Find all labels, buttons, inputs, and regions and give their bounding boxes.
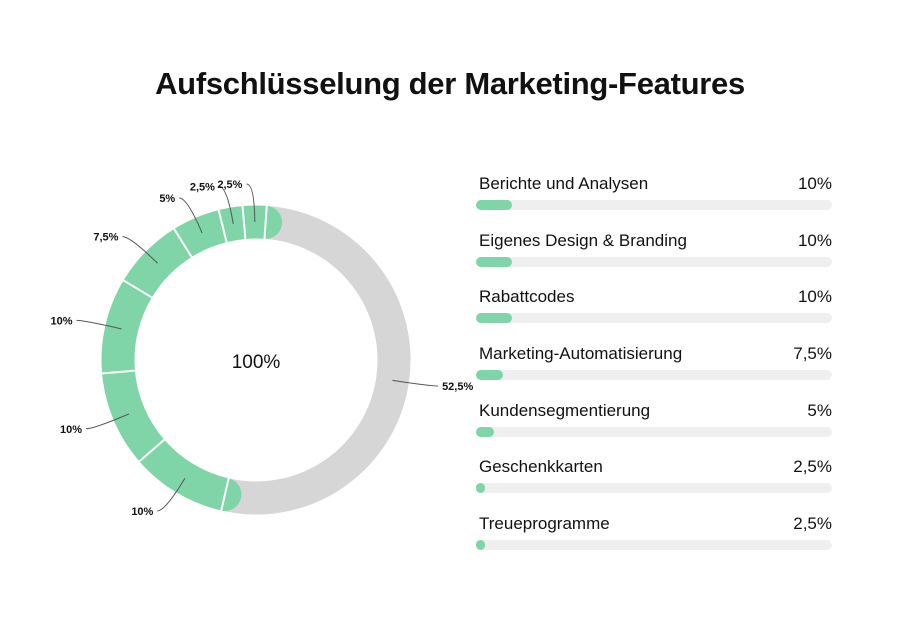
donut-slice-1 (208, 205, 411, 515)
donut-slice-label-3: 10% (60, 424, 82, 436)
donut-slice-label-5: 7,5% (93, 232, 118, 244)
bar-track (476, 483, 832, 494)
donut-separator-8 (241, 205, 247, 241)
donut-slice-label-4: 10% (50, 315, 72, 327)
bar-label: Berichte und Analysen (479, 174, 649, 193)
donut-leader-3 (85, 413, 130, 430)
bar-row-7: Treueprogramme 2,5% (476, 514, 832, 571)
donut-center-label: 100% (232, 352, 281, 373)
bar-value-label: 2,5% (793, 457, 832, 477)
bar-track (476, 540, 832, 551)
donut-separator-2 (220, 477, 230, 512)
donut-leader-2 (157, 478, 186, 512)
donut-separator-7 (217, 208, 228, 244)
bar-fill (476, 370, 503, 381)
bar-track (476, 256, 832, 267)
chart-title: Aufschlüsselung der Marketing-Features (155, 66, 745, 101)
donut-slice-label-6: 5% (159, 193, 175, 205)
bar-value-label: 10% (797, 287, 832, 307)
bar-label: Eigenes Design & Branding (479, 230, 687, 250)
bar-fill (476, 200, 512, 210)
donut-leader-1 (392, 379, 439, 387)
bar-label: Treueprogramme (479, 514, 610, 534)
bar-label: Rabattcodes (479, 287, 575, 307)
donut-slice-label-2: 10% (131, 506, 153, 518)
bar-track (476, 426, 832, 437)
bar-track (476, 370, 832, 381)
bar-track (476, 313, 832, 324)
bar-value-label: 10% (797, 230, 832, 250)
bar-value-label: 7,5% (793, 344, 832, 364)
bar-label: Kundensegmentierung (479, 400, 651, 420)
bar-row-4: Marketing-Automatisierung 7,5% (476, 344, 832, 401)
donut-separator-6 (172, 227, 193, 259)
bar-fill (476, 426, 494, 437)
donut-leader-7 (218, 185, 234, 224)
bar-track (476, 200, 832, 210)
feature-bar-list: Berichte und Analysen 10% Eigenes Design &… (476, 174, 832, 571)
bar-row-1: Berichte und Analysen 10% (476, 174, 832, 231)
donut-separator-1 (263, 204, 268, 240)
donut-leader-6 (179, 197, 203, 234)
bar-value-label: 5% (807, 400, 832, 420)
bar-fill (476, 313, 512, 324)
donut-leader-5 (122, 236, 158, 264)
donut-slice-label-8: 2,5% (217, 179, 242, 191)
bar-row-6: Geschenkkarten 2,5% (476, 457, 832, 514)
bar-value-label: 2,5% (793, 514, 832, 534)
donut-separator-4 (101, 369, 137, 375)
donut-separator-3 (137, 438, 166, 463)
donut-slice-label-7: 2,5% (190, 181, 215, 193)
bar-label: Marketing-Automatisierung (479, 344, 683, 364)
bar-row-5: Kundensegmentierung 5% (476, 401, 832, 458)
bar-fill (476, 540, 485, 551)
bar-fill (476, 256, 512, 267)
donut-leader-4 (76, 319, 122, 330)
bar-value-label: 10% (797, 174, 832, 193)
donut-separator-5 (122, 279, 154, 299)
donut-slice-label-1: 52,5% (442, 381, 473, 393)
donut-slice-8 (227, 205, 283, 240)
donut-leader-8 (246, 183, 256, 223)
bar-row-2: Eigenes Design & Branding 10% (476, 231, 832, 288)
bar-fill (476, 483, 485, 494)
bar-row-3: Rabattcodes 10% (476, 287, 832, 344)
bar-label: Geschenkkarten (479, 457, 603, 477)
